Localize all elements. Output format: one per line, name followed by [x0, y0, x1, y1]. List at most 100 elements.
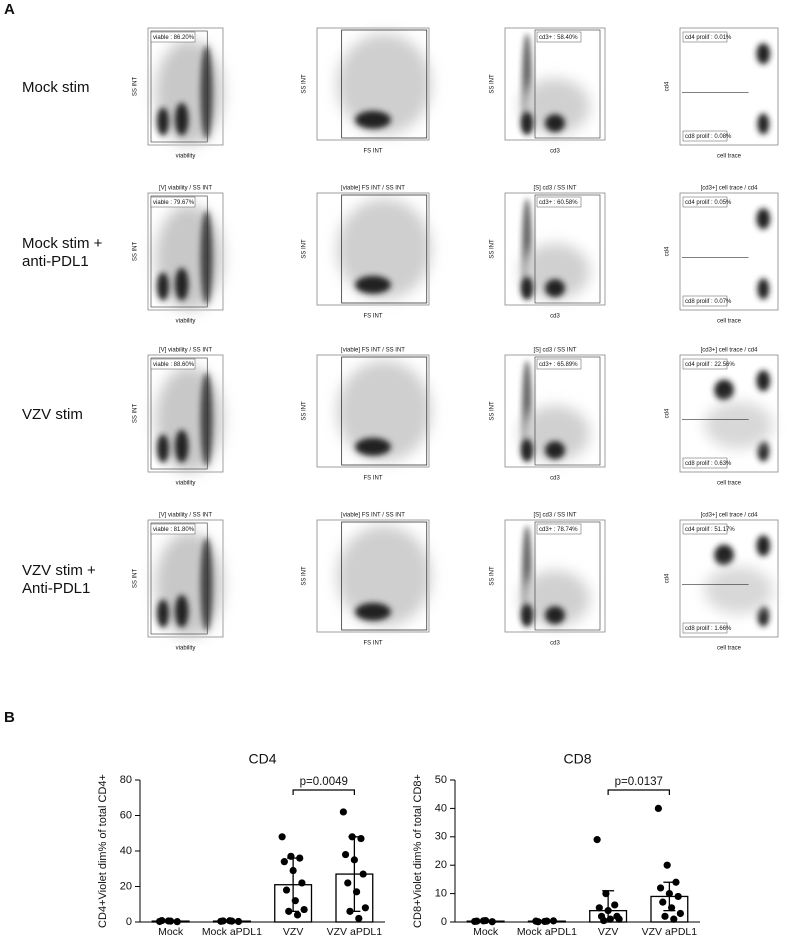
gate: [341, 29, 428, 139]
y-axis-label: SS INT: [302, 566, 308, 586]
cell-cloud: [355, 437, 391, 456]
plot-title: [viable] FS INT / SS INT: [341, 348, 405, 354]
y-tick-label: 80: [120, 774, 132, 786]
gate-label-box: [682, 31, 728, 43]
plot-title: [cd3+] cell trace / cd4: [701, 186, 759, 192]
gate-label-box: [682, 457, 728, 469]
data-point: [298, 879, 306, 887]
data-point: [282, 886, 291, 894]
cell-cloud: [757, 440, 770, 462]
p-value: p=0.0137: [615, 776, 663, 788]
gate-label: cd4 prolif : 0.01%: [685, 35, 732, 41]
x-tick-label: Mock: [158, 926, 184, 938]
cell-cloud: [545, 279, 565, 298]
y-tick-label: 40: [120, 845, 132, 857]
cell-cloud: [704, 401, 774, 449]
cell-cloud: [756, 535, 771, 557]
data-point: [341, 850, 350, 859]
p-value: p=0.0049: [300, 776, 348, 788]
cell-cloud: [157, 434, 169, 463]
gate-label-box: [682, 295, 728, 307]
data-point: [296, 854, 304, 862]
cell-cloud: [757, 113, 770, 135]
row-label: VZV stim: [22, 406, 83, 423]
gate-label: viable : 88.60%: [153, 362, 195, 368]
y-axis-label: SS INT: [302, 401, 308, 421]
cell-cloud: [545, 606, 565, 625]
cell-cloud: [175, 429, 189, 463]
gate-label-box: [536, 358, 582, 370]
x-axis-label: cd3: [550, 476, 560, 482]
gate-label: cd4 prolif : 0.05%: [685, 200, 732, 206]
data-point: [293, 911, 302, 919]
cell-cloud: [200, 372, 213, 467]
flow-plot: cell trace cd4 cd4 prolif : 0.01% cd8 proli…: [665, 27, 779, 160]
gate-label-box: [682, 196, 728, 208]
gate-label-box: [150, 31, 196, 43]
x-tick-label: Mock: [473, 926, 499, 938]
plot-title: [S] cd3 / SS INT: [533, 186, 576, 192]
gate-label-box: [150, 523, 196, 535]
cell-cloud: [337, 33, 432, 135]
cell-cloud: [521, 112, 533, 135]
x-axis-label: FS INT: [364, 476, 383, 482]
gate-label-box: [682, 622, 728, 634]
cell-cloud: [337, 360, 432, 462]
data-point: [355, 914, 363, 923]
gate: [150, 195, 208, 308]
data-point: [482, 916, 490, 925]
data-point: [534, 918, 542, 926]
data-point: [604, 907, 612, 915]
cell-cloud: [200, 45, 213, 140]
data-point: [344, 879, 352, 887]
flow-plot: [viable] FS INT / SS INT FS INT SS INT: [302, 186, 432, 320]
data-point: [600, 916, 608, 925]
y-axis-title: CD8+Violet dim% of total CD8+: [412, 774, 424, 928]
cell-cloud: [337, 198, 432, 300]
cell-cloud: [757, 278, 770, 300]
y-axis-title: CD4+Violet dim% of total CD4+: [97, 774, 109, 928]
gate-label: cd3+ : 58.40%: [539, 35, 578, 41]
gate-label-box: [150, 358, 196, 370]
gate-label-box: [536, 196, 582, 208]
data-point: [350, 856, 358, 864]
gate-label: cd4 prolif : 22.56%: [685, 362, 735, 368]
x-tick-label: VZV aPDL1: [642, 926, 698, 938]
cell-cloud: [545, 441, 565, 460]
data-point: [278, 833, 286, 841]
x-axis-label: FS INT: [364, 314, 383, 320]
panel-label: A: [4, 1, 15, 18]
x-tick-label: Mock aPDL1: [202, 926, 262, 938]
y-axis-label: SS INT: [302, 239, 308, 259]
cell-cloud: [200, 537, 213, 632]
gate: [150, 522, 208, 635]
cell-cloud: [157, 107, 169, 136]
cell-cloud: [355, 110, 391, 129]
cell-cloud: [545, 114, 565, 133]
flow-plot: [S] cd3 / SS INT cd3 SS INT cd3+ : 60.58%: [490, 186, 606, 320]
gate-label: cd4 prolif : 51.17%: [685, 527, 735, 533]
cell-cloud: [520, 243, 590, 300]
data-point: [346, 907, 354, 915]
cell-cloud: [520, 570, 590, 627]
cell-cloud: [175, 594, 189, 628]
gate: [341, 356, 428, 466]
data-point: [167, 917, 175, 925]
x-axis-label: viability: [176, 319, 196, 325]
x-axis-label: cd3: [550, 641, 560, 647]
data-point: [357, 834, 365, 843]
panel-label: B: [4, 709, 15, 726]
y-axis-label: SS INT: [490, 401, 496, 421]
flow-plot: [cd3+] cell trace / cd4 cell trace cd4 cd4 …: [665, 348, 779, 487]
flow-plot: [cd3+] cell trace / cd4 cell trace cd4 cd4 …: [665, 186, 779, 325]
x-axis-label: viability: [176, 154, 196, 160]
plot-title: [V] viability / SS INT: [159, 348, 212, 354]
data-point: [615, 915, 623, 923]
cell-cloud: [175, 102, 189, 136]
data-point: [291, 897, 299, 905]
data-point: [300, 905, 308, 914]
cell-cloud: [157, 599, 169, 628]
x-tick-label: VZV: [283, 926, 303, 938]
y-tick-label: 40: [435, 802, 447, 814]
flow-plot: [S] cd3 / SS INT cd3 SS INT cd3+ : 65.89%: [490, 348, 606, 482]
